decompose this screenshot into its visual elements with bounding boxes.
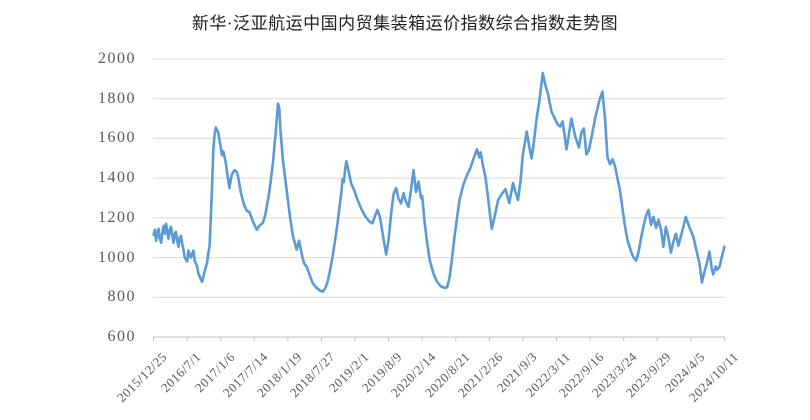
index-line-series xyxy=(152,71,726,294)
y-axis-label: 600 xyxy=(107,328,136,345)
chart-title: 新华·泛亚航运中国内贸集装箱运价指数综合指数走势图 xyxy=(191,14,619,33)
y-axis-label: 1400 xyxy=(98,169,136,187)
y-axis-label: 2000 xyxy=(98,50,136,67)
y-axis-label: 1800 xyxy=(98,89,136,107)
y-axis-label: 1600 xyxy=(98,129,136,147)
y-axis-label: 1000 xyxy=(98,248,136,266)
y-axis-label: 800 xyxy=(107,288,136,306)
y-axis-label: 1200 xyxy=(98,208,136,226)
